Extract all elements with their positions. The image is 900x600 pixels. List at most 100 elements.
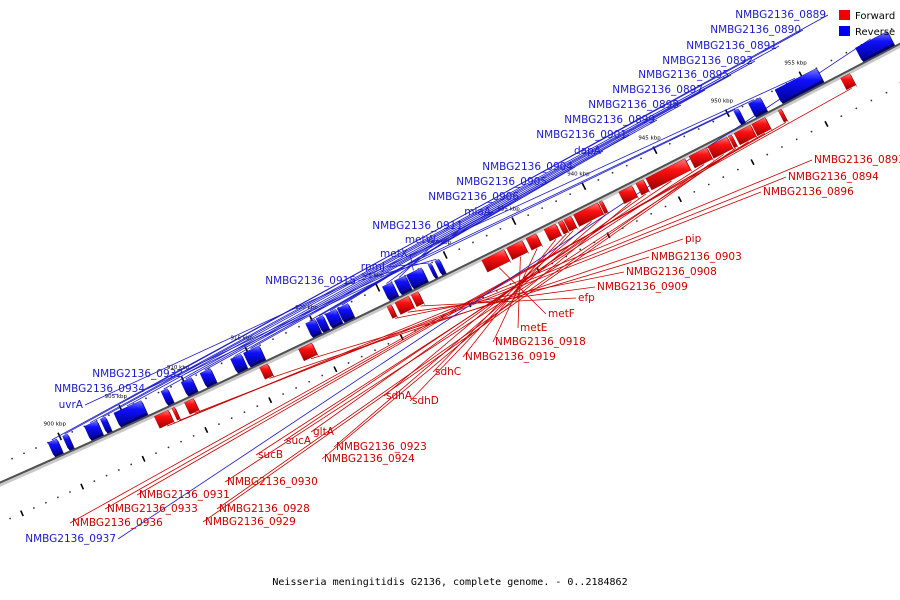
gene-NMBG2136_0933[interactable] (777, 108, 790, 124)
gene-NMBG2136_0932[interactable] (733, 108, 746, 126)
gene-efp[interactable] (410, 291, 426, 307)
gene-label-pip[interactable]: pip (685, 233, 702, 245)
gene-sdhD[interactable] (563, 215, 579, 232)
gene-label-sucA[interactable]: sucA (286, 435, 312, 447)
gene-label-NMBG2136_0919[interactable]: NMBG2136_0919 (465, 351, 556, 363)
gene-label-NMBG2136_0930[interactable]: NMBG2136_0930 (227, 476, 318, 488)
gene-label-metE[interactable]: metE (520, 322, 547, 334)
gene-label-NMBG2136_0929[interactable]: NMBG2136_0929 (205, 516, 296, 528)
gene-NMBG2136_0896[interactable] (184, 398, 201, 415)
gene-label-NMBG2136_0891[interactable]: NMBG2136_0891 (686, 40, 777, 52)
gene-NMBG2136_0894[interactable] (171, 407, 182, 422)
gene-block[interactable] (171, 407, 181, 421)
gene-label-NMBG2136_0898[interactable]: NMBG2136_0898 (588, 99, 679, 111)
gene-block[interactable] (434, 258, 445, 274)
gene-NMBG2136_0931[interactable] (751, 117, 773, 137)
gene-label-NMBG2136_0892[interactable]: NMBG2136_0892 (662, 55, 753, 67)
gene-block[interactable] (563, 215, 577, 232)
gene-label-NMBG2136_0931[interactable]: NMBG2136_0931 (139, 489, 230, 501)
gene-sucB[interactable] (688, 147, 715, 169)
gene-block[interactable] (618, 185, 638, 204)
gene-NMBG2136_0928[interactable] (707, 136, 735, 159)
gene-label-NMBG2136_0928[interactable]: NMBG2136_0928 (219, 503, 310, 515)
gene-label-NMBG2136_0923[interactable]: NMBG2136_0923 (336, 441, 427, 453)
gene-NMBG2136_0934[interactable] (748, 97, 769, 118)
gene-label-NMBG2136_0932[interactable]: NMBG2136_0932 (92, 368, 183, 380)
gene-miaA[interactable] (336, 303, 356, 323)
gene-label-NMBG2136_0909[interactable]: NMBG2136_0909 (597, 281, 688, 293)
gene-block[interactable] (336, 303, 354, 321)
gene-NMBG2136_0918[interactable] (525, 233, 544, 251)
gene-NMBG2136_0895[interactable] (113, 400, 149, 428)
gene-uvrA[interactable] (774, 68, 825, 104)
gene-label-uvrA[interactable]: uvrA (59, 399, 84, 411)
gene-label-NMBG2136_0893[interactable]: NMBG2136_0893 (814, 154, 900, 166)
gene-block[interactable] (748, 97, 767, 116)
gene-label-NMBG2136_0903[interactable]: NMBG2136_0903 (651, 251, 742, 263)
gene-label-NMBG2136_0890[interactable]: NMBG2136_0890 (710, 24, 801, 36)
gene-NMBG2136_0893[interactable] (154, 409, 176, 429)
gene-block[interactable] (305, 319, 321, 336)
gene-block[interactable] (47, 438, 63, 455)
gene-label-NMBG2136_0899[interactable]: NMBG2136_0899 (564, 114, 655, 126)
gene-block[interactable] (506, 240, 528, 261)
gene-metW[interactable] (394, 275, 413, 296)
gene-label-NMBG2136_0936[interactable]: NMBG2136_0936 (72, 517, 163, 529)
gene-block[interactable] (154, 409, 174, 429)
gene-block[interactable] (324, 308, 342, 327)
gene-label-NMBG2136_0905[interactable]: NMBG2136_0905 (456, 176, 547, 188)
gene-NMBG2136_0923[interactable] (598, 200, 610, 215)
gene-label-NMBG2136_0904[interactable]: NMBG2136_0904 (482, 161, 573, 173)
gene-block[interactable] (180, 377, 197, 395)
gene-NMBG2136_0937[interactable] (855, 31, 896, 62)
gene-block[interactable] (394, 296, 415, 315)
gene-sucA[interactable] (645, 158, 693, 191)
gene-block[interactable] (645, 158, 691, 191)
gene-block[interactable] (751, 117, 772, 137)
gene-NMBG2136_0936[interactable] (840, 73, 858, 91)
gene-block[interactable] (230, 354, 247, 372)
gene-NMBG2136_0904[interactable] (305, 319, 323, 338)
gene-label-sdhA[interactable]: sdhA (386, 390, 413, 402)
gene-label-NMBG2136_0911[interactable]: NMBG2136_0911 (372, 220, 463, 232)
gene-block[interactable] (635, 179, 650, 196)
gene-NMBG2136_0899[interactable] (199, 368, 218, 388)
gene-gltA[interactable] (635, 179, 651, 196)
gene-label-NMBG2136_0933[interactable]: NMBG2136_0933 (107, 503, 198, 515)
gene-label-miaA[interactable]: miaA (464, 206, 492, 218)
gene-NMBG2136_0919[interactable] (543, 223, 564, 242)
gene-label-sucB[interactable]: sucB (258, 449, 283, 461)
gene-label-NMBG2136_0937[interactable]: NMBG2136_0937 (25, 533, 116, 545)
gene-NMBG2136_0889[interactable] (62, 433, 75, 451)
gene-NMBG2136_0924[interactable] (618, 185, 640, 204)
gene-label-rpmJ[interactable]: rpmJ (361, 261, 385, 273)
gene-NMBG2136_0891[interactable] (84, 420, 104, 441)
gene-block[interactable] (557, 220, 569, 235)
gene-sdhA[interactable] (573, 202, 606, 227)
gene-block[interactable] (707, 136, 733, 159)
gene-sdhC[interactable] (557, 220, 571, 235)
gene-label-dapA[interactable]: dapA (574, 145, 602, 157)
gene-NMBG2136_0929[interactable] (727, 134, 740, 149)
gene-label-NMBG2136_0918[interactable]: NMBG2136_0918 (495, 336, 586, 348)
gene-block[interactable] (394, 275, 411, 293)
gene-label-NMBG2136_0901[interactable]: NMBG2136_0901 (536, 129, 627, 141)
gene-label-NMBG2136_0896[interactable]: NMBG2136_0896 (763, 186, 854, 198)
gene-NMBG2136_0903[interactable] (298, 342, 320, 362)
gene-block[interactable] (777, 108, 788, 123)
gene-label-gltA[interactable]: gltA (313, 426, 335, 438)
gene-block[interactable] (406, 267, 428, 287)
gene-block[interactable] (243, 345, 265, 366)
gene-block[interactable] (427, 262, 437, 277)
gene-label-sdhC[interactable]: sdhC (435, 366, 461, 378)
gene-block[interactable] (727, 134, 738, 149)
gene-NMBG2136_0892[interactable] (100, 416, 113, 434)
gene-label-NMBG2136_0897[interactable]: NMBG2136_0897 (612, 84, 703, 96)
gene-label-NMBG2136_0924[interactable]: NMBG2136_0924 (324, 453, 415, 465)
gene-label-NMBG2136_0908[interactable]: NMBG2136_0908 (626, 266, 717, 278)
gene-block[interactable] (84, 420, 103, 439)
gene-block[interactable] (840, 73, 856, 91)
gene-label-metX[interactable]: metX (380, 248, 408, 260)
gene-block[interactable] (199, 368, 216, 386)
gene-block[interactable] (481, 249, 510, 273)
